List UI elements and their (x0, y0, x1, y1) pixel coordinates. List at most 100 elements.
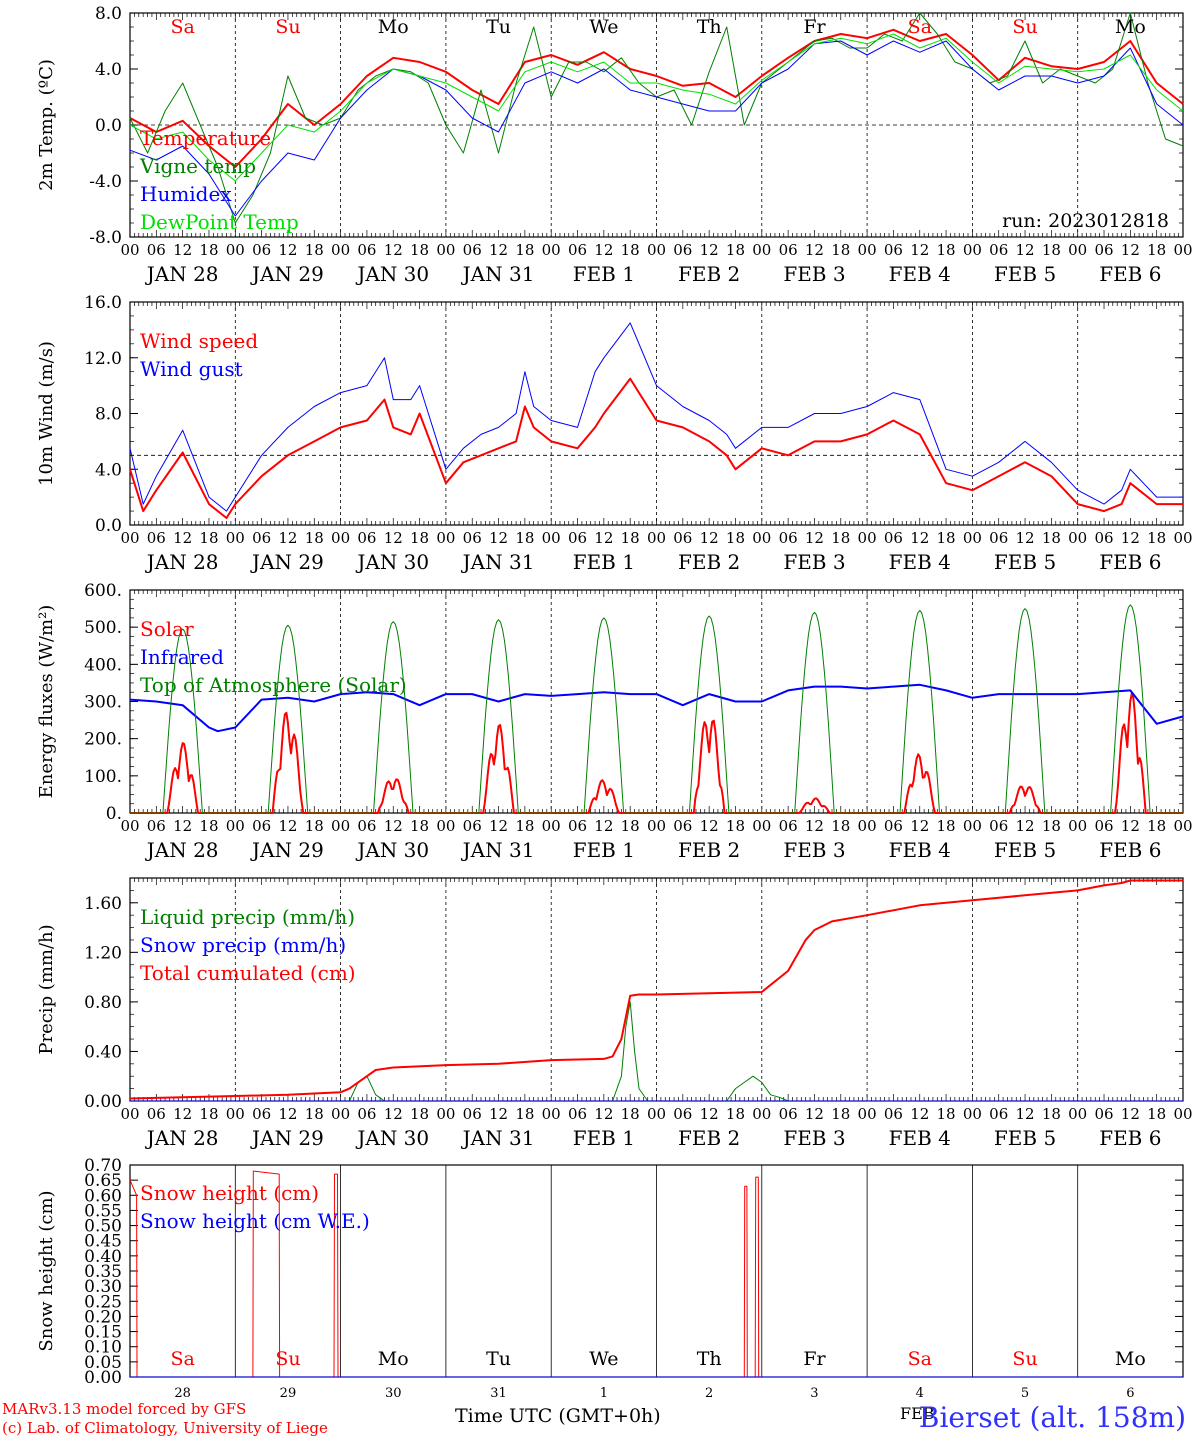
y-tick-label: 0.25 (84, 1292, 122, 1312)
hour-label: 00 (963, 1105, 982, 1123)
date-label: FEB 1 (573, 838, 635, 862)
hour-label: 06 (147, 1105, 166, 1123)
day-name: We (589, 16, 618, 38)
y-tick-label: 0.60 (84, 1186, 122, 1206)
day-number: 3 (810, 1386, 818, 1401)
hour-label: 12 (489, 529, 508, 547)
hour-label: 18 (305, 817, 324, 835)
y-tick-label: 0.55 (84, 1201, 122, 1221)
x-axis-title: Time UTC (GMT+0h) (455, 1405, 661, 1427)
day-name: Mo (1115, 16, 1146, 38)
day-name: Fr (803, 16, 826, 38)
hour-label: 06 (568, 241, 587, 259)
hour-label: 12 (910, 817, 929, 835)
hour-label: 00 (436, 529, 455, 547)
date-label: JAN 30 (355, 1126, 429, 1150)
y-tick-label: 400. (84, 655, 122, 675)
series-line (129, 377, 1183, 519)
hour-label: 00 (436, 817, 455, 835)
day-number: 6 (1126, 1386, 1134, 1401)
day-name: Tu (486, 1348, 511, 1370)
y-tick-label: 0.20 (84, 1307, 122, 1327)
hour-label: 18 (937, 1105, 956, 1123)
day-number: 5 (1021, 1386, 1029, 1401)
hour-label: 12 (278, 817, 297, 835)
day-number: 31 (490, 1386, 507, 1401)
hour-label: 18 (621, 817, 640, 835)
date-label: FEB 1 (573, 550, 635, 574)
y-tick-label: 0.40 (84, 1247, 122, 1267)
hour-label: 18 (1147, 529, 1166, 547)
series-line (129, 683, 1184, 733)
hour-label: 18 (199, 817, 218, 835)
hour-label: 06 (989, 529, 1008, 547)
hour-label: 06 (147, 529, 166, 547)
hour-label: 18 (1147, 241, 1166, 259)
panel-frame (129, 301, 1184, 526)
date-label: FEB 3 (783, 262, 845, 286)
date-label: JAN 29 (250, 262, 324, 286)
y-tick-label: 0.00 (84, 1368, 122, 1388)
y-tick-label: 0.30 (84, 1277, 122, 1297)
hour-label: 00 (120, 1105, 139, 1123)
y-tick-label: 0.50 (84, 1217, 122, 1237)
date-label: FEB 5 (994, 838, 1056, 862)
hour-label: 06 (252, 817, 271, 835)
hour-label: 06 (463, 817, 482, 835)
hour-label: 12 (278, 1105, 297, 1123)
hour-label: 12 (173, 241, 192, 259)
hour-label: 12 (805, 529, 824, 547)
y-axis-title: 10m Wind (m/s) (36, 341, 57, 486)
hour-label: 00 (542, 1105, 561, 1123)
hour-label: 12 (805, 817, 824, 835)
hour-label: 00 (963, 817, 982, 835)
hour-label: 00 (963, 241, 982, 259)
day-number: 29 (280, 1386, 297, 1401)
legend-entry: Snow height (cm W.E.) (140, 1209, 370, 1233)
hour-label: 00 (1068, 1105, 1087, 1123)
day-name: Sa (170, 16, 194, 38)
y-tick-label: 0.00 (84, 1092, 122, 1112)
hour-label: 12 (700, 1105, 719, 1123)
hour-label: 12 (384, 1105, 403, 1123)
day-name: Su (1012, 1348, 1037, 1370)
hour-label: 06 (989, 241, 1008, 259)
date-label: FEB 6 (1099, 838, 1161, 862)
hour-label: 06 (357, 1105, 376, 1123)
month-label: FEB (900, 1404, 935, 1423)
hour-label: 06 (673, 529, 692, 547)
date-label: JAN 31 (461, 1126, 535, 1150)
hour-label: 06 (147, 817, 166, 835)
hour-label: 12 (489, 817, 508, 835)
date-label: JAN 29 (250, 550, 324, 574)
series-line (129, 33, 1184, 182)
hour-label: 06 (779, 529, 798, 547)
hour-label: 12 (278, 529, 297, 547)
hour-label: 00 (436, 1105, 455, 1123)
hour-label: 00 (752, 1105, 771, 1123)
hour-label: 00 (647, 817, 666, 835)
hour-label: 06 (463, 241, 482, 259)
hour-label: 06 (252, 529, 271, 547)
hour-label: 12 (910, 241, 929, 259)
date-label: JAN 28 (145, 1126, 219, 1150)
y-tick-label: 0.05 (84, 1353, 122, 1373)
hour-label: 18 (305, 241, 324, 259)
hour-label: 06 (568, 1105, 587, 1123)
hour-label: 12 (805, 241, 824, 259)
hour-label: 12 (1016, 529, 1035, 547)
model-credit: MARv3.13 model forced by GFS (2, 1400, 247, 1418)
legend-entry: Temperature (140, 126, 271, 150)
hour-label: 18 (410, 241, 429, 259)
hour-label: 18 (831, 817, 850, 835)
y-tick-label: 16.0 (84, 293, 122, 313)
legend-entry: Wind gust (140, 357, 243, 381)
series-line (129, 879, 1183, 1100)
date-label: FEB 2 (678, 550, 740, 574)
y-tick-label: 100. (84, 767, 122, 787)
date-label: FEB 6 (1099, 1126, 1161, 1150)
hour-label: 06 (779, 241, 798, 259)
date-label: FEB 3 (783, 838, 845, 862)
y-tick-label: 8.0 (95, 4, 122, 24)
